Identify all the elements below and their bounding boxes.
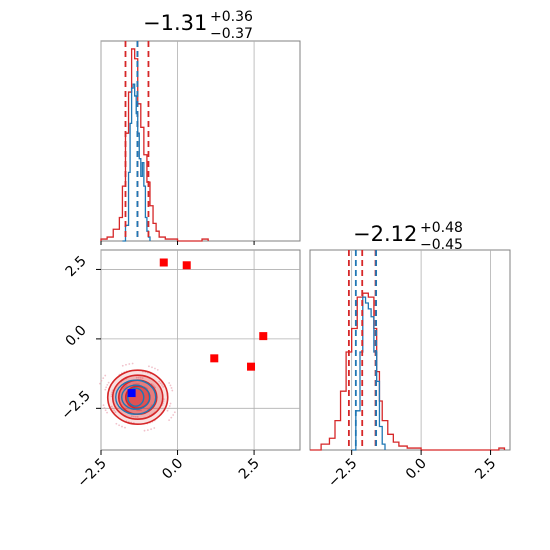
sample-point xyxy=(106,411,108,414)
red-square-marker xyxy=(259,332,268,341)
sample-point xyxy=(170,387,173,389)
title-param1-lower: −0.45 xyxy=(420,237,463,253)
title-param0-upper: +0.36 xyxy=(210,9,253,25)
sample-point xyxy=(169,384,172,387)
contour-blue xyxy=(121,384,151,410)
sample-point xyxy=(118,424,121,427)
title-param0-lower: −0.37 xyxy=(210,26,253,42)
sample-point xyxy=(168,405,171,407)
sample-point xyxy=(104,409,107,412)
hist-param1-blue-series xyxy=(351,296,386,451)
sample-point xyxy=(140,409,142,412)
sample-point xyxy=(110,405,113,408)
red-square-marker xyxy=(210,354,219,363)
sample-point xyxy=(154,386,157,389)
sample-point xyxy=(122,387,125,390)
title-param0: −1.31 +0.36 −0.37 xyxy=(143,9,253,42)
contour-blue xyxy=(127,387,145,407)
sample-point xyxy=(146,429,149,431)
sample-point xyxy=(167,407,170,410)
x-axis-param1-tick-label: −2.5 xyxy=(325,456,360,491)
sample-point xyxy=(166,409,169,412)
sample-point xyxy=(136,383,139,385)
scatter-panel: −2.5 0.0 2.5 2.5 0.0 −2.5 xyxy=(58,249,301,491)
sample-point xyxy=(103,406,106,409)
x-axis-param1-tick-label: 2.5 xyxy=(472,456,499,483)
y-axis-param1-tick-label: −2.5 xyxy=(58,388,93,423)
sample-point xyxy=(139,376,142,379)
hist-param1-red-series xyxy=(310,292,506,451)
sample-point xyxy=(159,382,162,385)
sample-point xyxy=(100,379,103,382)
sample-point xyxy=(169,402,172,405)
sample-point xyxy=(121,425,123,428)
blue-square-marker xyxy=(127,389,136,398)
sample-point xyxy=(136,409,138,412)
sample-point xyxy=(132,415,135,418)
sample-point xyxy=(131,415,133,418)
sample-point xyxy=(106,383,109,386)
title-param1: −2.12 +0.48 −0.45 xyxy=(353,220,463,253)
red-square-marker xyxy=(182,261,191,270)
sample-point xyxy=(143,429,146,432)
sample-point xyxy=(156,368,159,371)
sample-point xyxy=(135,383,138,385)
hist-param0-panel: −1.31 +0.36 −0.37 xyxy=(100,9,301,245)
sample-point xyxy=(173,411,176,414)
red-square-marker xyxy=(247,362,256,371)
sample-point xyxy=(113,409,115,412)
sample-point xyxy=(102,377,105,379)
sample-point xyxy=(161,384,163,386)
sample-point xyxy=(134,415,137,418)
sample-point xyxy=(171,389,174,392)
x-axis-param1-tick-label: 0.0 xyxy=(403,456,430,483)
sample-point xyxy=(104,374,107,377)
sample-point xyxy=(105,386,108,389)
sample-point xyxy=(154,367,156,370)
x-axis-param0-tick-label: −2.5 xyxy=(74,456,109,491)
y-axis-param1-tick-label: 0.0 xyxy=(63,323,90,350)
y-axis-param1-tick-label: 2.5 xyxy=(63,253,90,280)
sample-point xyxy=(137,376,140,379)
sample-point xyxy=(148,365,150,368)
red-square-marker xyxy=(159,258,168,267)
title-param1-upper: +0.48 xyxy=(420,220,463,236)
sample-point xyxy=(128,363,131,365)
sample-point xyxy=(141,377,144,379)
sample-point xyxy=(104,388,107,391)
sample-point xyxy=(135,376,138,379)
hist-param0-red-series xyxy=(100,48,209,242)
sample-point xyxy=(114,411,117,413)
sample-point xyxy=(124,426,126,429)
sample-point xyxy=(121,364,124,367)
sample-point xyxy=(125,363,127,366)
sample-point xyxy=(138,383,140,385)
sample-point xyxy=(158,380,161,383)
hist-param1-panel: −2.5 0.0 2.5 −2.12 +0.48 −0.45 xyxy=(309,220,511,491)
sample-point xyxy=(107,381,110,384)
sample-point xyxy=(131,362,134,365)
sample-point xyxy=(170,416,173,419)
sample-point xyxy=(115,422,118,425)
hist-param0-frame xyxy=(100,40,301,242)
sample-point xyxy=(168,419,171,422)
sample-point xyxy=(153,427,156,429)
x-axis-param0-tick-label: 2.5 xyxy=(236,456,263,483)
sample-point xyxy=(150,428,153,431)
contour-blue xyxy=(115,379,157,415)
sample-point xyxy=(172,414,175,416)
hist-param1-frame xyxy=(309,249,511,451)
sample-point xyxy=(137,409,140,412)
sample-point xyxy=(99,382,101,385)
title-param1-value: −2.12 xyxy=(353,222,417,246)
x-axis-param0-tick-label: 0.0 xyxy=(159,456,186,483)
title-param0-value: −1.31 xyxy=(143,11,207,35)
sample-point xyxy=(111,407,114,410)
sample-point xyxy=(168,382,171,384)
sample-point xyxy=(151,366,153,369)
sample-point xyxy=(162,386,165,388)
sample-point xyxy=(102,404,105,407)
sample-point xyxy=(136,415,139,418)
